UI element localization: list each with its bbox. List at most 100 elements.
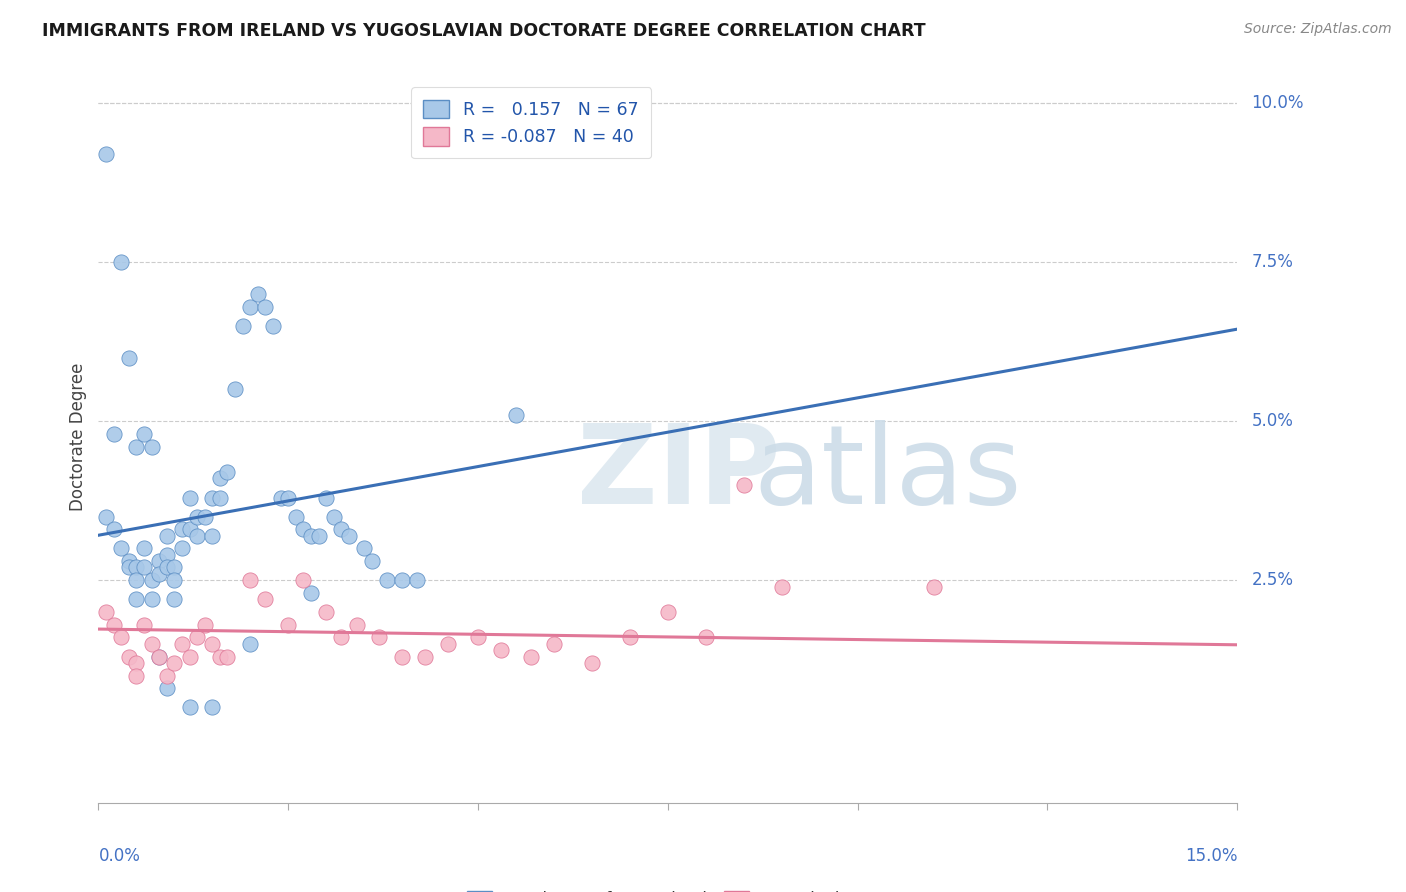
Text: ZIP: ZIP — [576, 420, 780, 527]
Point — [118, 649, 141, 664]
Point — [156, 529, 179, 543]
Point — [543, 637, 565, 651]
Text: 0.0%: 0.0% — [98, 847, 141, 865]
Point — [330, 522, 353, 536]
Point — [277, 491, 299, 505]
Point — [163, 656, 186, 670]
Point — [239, 637, 262, 651]
Text: 7.5%: 7.5% — [1251, 253, 1294, 271]
Text: atlas: atlas — [754, 420, 1022, 527]
Point — [163, 560, 186, 574]
Point — [110, 541, 132, 556]
Point — [254, 592, 277, 607]
Legend: Immigrants from Ireland, Yugoslavians: Immigrants from Ireland, Yugoslavians — [460, 884, 876, 892]
Point — [246, 287, 269, 301]
Point — [292, 522, 315, 536]
Point — [156, 668, 179, 682]
Point — [194, 509, 217, 524]
Point — [163, 592, 186, 607]
Y-axis label: Doctorate Degree: Doctorate Degree — [69, 363, 87, 511]
Point — [118, 554, 141, 568]
Point — [436, 637, 458, 651]
Point — [194, 617, 217, 632]
Point — [141, 573, 163, 587]
Point — [94, 605, 117, 619]
Point — [299, 586, 322, 600]
Point — [292, 573, 315, 587]
Point — [262, 318, 284, 333]
Point — [922, 580, 945, 594]
Point — [141, 440, 163, 454]
Point — [406, 573, 429, 587]
Point — [208, 649, 231, 664]
Point — [156, 560, 179, 574]
Point — [505, 408, 527, 422]
Point — [110, 255, 132, 269]
Text: 2.5%: 2.5% — [1251, 571, 1294, 590]
Point — [308, 529, 330, 543]
Point — [179, 522, 201, 536]
Point — [217, 465, 239, 479]
Point — [94, 147, 117, 161]
Point — [208, 491, 231, 505]
Point — [337, 529, 360, 543]
Point — [270, 491, 292, 505]
Point — [179, 649, 201, 664]
Point — [413, 649, 436, 664]
Point — [254, 300, 277, 314]
Point — [224, 383, 246, 397]
Point — [581, 656, 603, 670]
Point — [315, 491, 337, 505]
Point — [179, 700, 201, 714]
Point — [619, 631, 641, 645]
Point — [148, 649, 170, 664]
Text: IMMIGRANTS FROM IRELAND VS YUGOSLAVIAN DOCTORATE DEGREE CORRELATION CHART: IMMIGRANTS FROM IRELAND VS YUGOSLAVIAN D… — [42, 22, 925, 40]
Point — [118, 351, 141, 365]
Point — [391, 573, 413, 587]
Point — [277, 617, 299, 632]
Point — [148, 566, 170, 581]
Point — [299, 529, 322, 543]
Point — [201, 529, 224, 543]
Point — [118, 560, 141, 574]
Point — [141, 637, 163, 651]
Point — [125, 573, 148, 587]
Point — [322, 509, 344, 524]
Point — [132, 560, 155, 574]
Point — [156, 681, 179, 696]
Point — [360, 554, 382, 568]
Text: Source: ZipAtlas.com: Source: ZipAtlas.com — [1244, 22, 1392, 37]
Point — [103, 522, 125, 536]
Point — [208, 471, 231, 485]
Text: 10.0%: 10.0% — [1251, 95, 1303, 112]
Point — [170, 541, 193, 556]
Point — [132, 617, 155, 632]
Point — [186, 509, 208, 524]
Point — [315, 605, 337, 619]
Point — [201, 491, 224, 505]
Point — [170, 637, 193, 651]
Text: 5.0%: 5.0% — [1251, 412, 1294, 430]
Point — [186, 631, 208, 645]
Point — [232, 318, 254, 333]
Point — [163, 573, 186, 587]
Point — [125, 592, 148, 607]
Point — [391, 649, 413, 664]
Point — [346, 617, 368, 632]
Point — [657, 605, 679, 619]
Point — [132, 541, 155, 556]
Point — [125, 560, 148, 574]
Point — [141, 592, 163, 607]
Point — [156, 548, 179, 562]
Point — [125, 656, 148, 670]
Point — [467, 631, 489, 645]
Point — [239, 573, 262, 587]
Point — [201, 637, 224, 651]
Point — [179, 491, 201, 505]
Point — [695, 631, 717, 645]
Point — [489, 643, 512, 657]
Point — [217, 649, 239, 664]
Text: 15.0%: 15.0% — [1185, 847, 1237, 865]
Point — [330, 631, 353, 645]
Point — [110, 631, 132, 645]
